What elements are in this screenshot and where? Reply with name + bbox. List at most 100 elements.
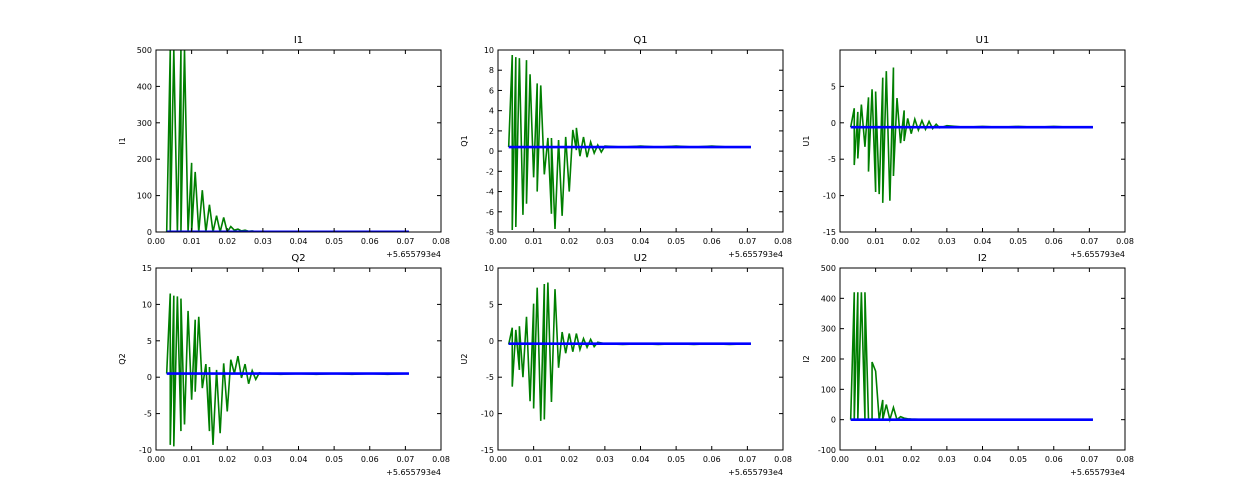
y-tick-label: 10 [142, 300, 152, 309]
y-tick-label: 400 [821, 294, 836, 303]
y-tick-label: 100 [137, 192, 152, 201]
y-axis-label: Q2 [118, 353, 127, 364]
y-tick-label: 300 [137, 119, 152, 128]
x-tick-label: 0.07 [396, 455, 414, 464]
y-tick-label: -10 [139, 446, 152, 455]
y-tick-label: 10 [484, 46, 494, 55]
subplot-title: U1 [976, 35, 990, 46]
x-tick-label: 0.06 [703, 237, 721, 246]
y-tick-label: 0 [489, 147, 494, 156]
x-tick-label: 0.05 [667, 237, 685, 246]
subplot-title: I1 [294, 35, 303, 46]
x-tick-label: 0.06 [361, 455, 379, 464]
x-tick-label: 0.07 [396, 237, 414, 246]
subplot-i1: 0.00 0.01 0.02 0.03 0.04 0.05 0.06 0.07 0.08 0 100… [118, 35, 450, 259]
y-tick-label: -6 [486, 208, 494, 217]
axes-frame [155, 267, 442, 451]
x-offset-label: +5.655793e4 [1070, 250, 1125, 259]
y-tick-label: -4 [486, 188, 494, 197]
x-tick-label: 0.06 [703, 455, 721, 464]
y-tick-label: -100 [818, 446, 836, 455]
x-tick-label: 0.05 [1009, 455, 1027, 464]
x-tick-label: 0.08 [432, 237, 450, 246]
axes-frame [839, 267, 1126, 451]
series-line-data [849, 67, 1093, 203]
x-tick-label: 0.01 [525, 237, 543, 246]
x-tick-label: 0.07 [1080, 237, 1098, 246]
y-tick-label: 8 [489, 66, 494, 75]
x-tick-label: 0.03 [596, 237, 614, 246]
x-tick-label: 0.02 [902, 237, 920, 246]
x-tick-label: 0.08 [774, 455, 792, 464]
subplot-i2: 0.00 0.01 0.02 0.03 0.04 0.05 0.06 0.07 0.08 -100… [802, 253, 1134, 477]
x-tick-label: 0.02 [560, 455, 578, 464]
x-tick-label: 0.00 [489, 237, 507, 246]
x-tick-label: 0.04 [632, 237, 650, 246]
y-tick-label: 10 [484, 264, 494, 273]
y-tick-label: 4 [489, 107, 494, 116]
x-tick-label: 0.00 [147, 237, 165, 246]
y-tick-label: 0 [147, 373, 152, 382]
subplot-title: Q1 [633, 35, 647, 46]
series-line-data [507, 55, 751, 230]
subplot-q1: 0.00 0.01 0.02 0.03 0.04 0.05 0.06 0.07 0.08 -8 -6… [460, 35, 792, 259]
y-tick-label: 500 [137, 46, 152, 55]
x-tick-label: 0.08 [1116, 455, 1134, 464]
x-tick-label: 0.07 [1080, 455, 1098, 464]
x-tick-label: 0.02 [902, 455, 920, 464]
x-tick-label: 0.04 [290, 455, 308, 464]
x-offset-label: +5.655793e4 [728, 468, 783, 477]
y-tick-label: -5 [486, 373, 494, 382]
x-tick-label: 0.05 [325, 455, 343, 464]
x-tick-label: 0.08 [1116, 237, 1134, 246]
x-offset-label: +5.655793e4 [728, 250, 783, 259]
x-tick-label: 0.03 [938, 237, 956, 246]
y-tick-label: 0 [147, 228, 152, 237]
x-tick-label: 0.01 [867, 455, 885, 464]
y-axis-label: U2 [460, 354, 469, 365]
series-line-data [507, 282, 751, 421]
x-tick-label: 0.02 [218, 237, 236, 246]
x-tick-label: 0.01 [867, 237, 885, 246]
x-tick-label: 0.03 [254, 237, 272, 246]
x-tick-label: 0.08 [432, 455, 450, 464]
y-tick-label: 15 [142, 264, 152, 273]
x-tick-label: 0.06 [361, 237, 379, 246]
x-tick-label: 0.03 [938, 455, 956, 464]
series-line-data [165, 293, 409, 447]
x-tick-label: 0.00 [831, 237, 849, 246]
subplot-u2: 0.00 0.01 0.02 0.03 0.04 0.05 0.06 0.07 0.08 -15 -… [460, 253, 792, 477]
x-tick-label: 0.00 [147, 455, 165, 464]
x-tick-label: 0.06 [1045, 455, 1063, 464]
y-tick-label: 200 [821, 355, 836, 364]
y-tick-label: 200 [137, 155, 152, 164]
x-tick-label: 0.04 [632, 455, 650, 464]
y-tick-label: 0 [831, 416, 836, 425]
x-tick-label: 0.04 [290, 237, 308, 246]
y-tick-label: 5 [489, 300, 494, 309]
y-tick-label: 500 [821, 264, 836, 273]
y-axis-label: Q1 [460, 135, 469, 146]
y-tick-label: 0 [831, 119, 836, 128]
x-tick-label: 0.07 [738, 455, 756, 464]
x-tick-label: 0.01 [183, 237, 201, 246]
x-tick-label: 0.03 [254, 455, 272, 464]
y-axis-label: I1 [118, 137, 127, 144]
y-tick-label: 300 [821, 325, 836, 334]
x-offset-label: +5.655793e4 [386, 250, 441, 259]
x-tick-label: 0.00 [489, 455, 507, 464]
x-tick-label: 0.01 [525, 455, 543, 464]
y-tick-label: 100 [821, 385, 836, 394]
x-tick-label: 0.07 [738, 237, 756, 246]
y-tick-label: 5 [831, 82, 836, 91]
y-tick-label: -15 [823, 228, 836, 237]
x-tick-label: 0.04 [974, 237, 992, 246]
subplot-title: Q2 [291, 253, 305, 264]
x-offset-label: +5.655793e4 [1070, 468, 1125, 477]
x-tick-label: 0.08 [774, 237, 792, 246]
x-tick-label: 0.06 [1045, 237, 1063, 246]
y-tick-label: 0 [489, 337, 494, 346]
y-tick-label: 6 [489, 86, 494, 95]
x-tick-label: 0.01 [183, 455, 201, 464]
